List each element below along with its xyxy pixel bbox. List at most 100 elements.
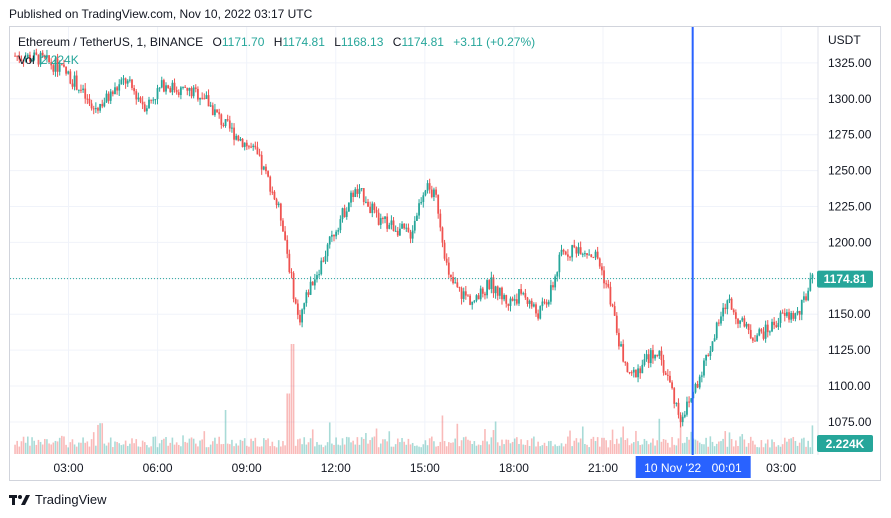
candle-body: [58, 64, 61, 72]
candle-body: [698, 376, 701, 388]
volume-bar: [290, 344, 293, 454]
volume-bar: [756, 447, 758, 454]
volume-bar: [520, 439, 522, 454]
candle-body: [771, 321, 773, 332]
candle-body: [277, 203, 280, 206]
candle-body: [180, 87, 182, 96]
candle-body: [484, 293, 486, 296]
candle-body: [732, 309, 735, 313]
candle-body: [620, 344, 622, 347]
candle-body: [581, 253, 584, 255]
volume-bar: [165, 437, 167, 454]
candle-body: [792, 312, 795, 319]
volume-bar: [448, 442, 450, 454]
volume-bar: [635, 430, 637, 454]
volume-bar: [284, 445, 286, 454]
volume-bar: [101, 423, 104, 454]
volume-bar: [375, 428, 378, 454]
candle-body: [673, 388, 676, 404]
volume-bar: [588, 447, 590, 454]
candle-body: [558, 254, 561, 273]
candle-body: [86, 98, 89, 100]
volume-bar: [505, 439, 508, 454]
candle-body: [467, 295, 469, 297]
volume-bar: [667, 442, 669, 454]
candle-body: [786, 312, 788, 316]
volume-bar: [747, 443, 750, 454]
candle-body: [396, 230, 399, 236]
volume-bar: [684, 442, 686, 454]
candle-body: [607, 284, 610, 287]
candle-body: [805, 296, 807, 301]
volume-bar: [486, 441, 488, 454]
volume-value: 2.224K: [40, 53, 79, 67]
volume-bar: [345, 436, 348, 454]
candle-body: [677, 402, 680, 415]
candle-body: [715, 322, 718, 339]
volume-bar: [441, 415, 444, 454]
candle-body: [31, 59, 33, 62]
candle-body: [54, 58, 57, 72]
volume-bar: [48, 443, 50, 454]
candle-body: [88, 98, 91, 104]
candle-body: [479, 288, 482, 300]
candle-body: [605, 283, 608, 285]
candle-body: [596, 251, 599, 259]
candle-body: [522, 293, 525, 295]
volume-bar: [120, 445, 123, 454]
candle-body: [269, 176, 272, 192]
volume-bar: [369, 440, 371, 454]
candle-body: [354, 189, 357, 197]
volume-bar: [592, 436, 595, 454]
volume-bar: [186, 442, 189, 454]
volume-bar: [798, 442, 801, 454]
volume-bar: [465, 436, 467, 454]
volume-bar: [809, 447, 812, 454]
volume-bar: [677, 438, 680, 454]
candle-body: [339, 219, 342, 231]
candle-body: [762, 331, 765, 339]
volume-bar: [335, 437, 337, 454]
volume-bar: [603, 437, 605, 454]
candle-body: [564, 251, 567, 255]
volume-bar: [324, 445, 327, 454]
candle-body: [437, 194, 440, 214]
volume-bar: [675, 445, 678, 454]
candle-body: [573, 245, 576, 248]
candle-body: [475, 295, 478, 301]
volume-bar: [792, 436, 795, 454]
candle-body: [347, 202, 350, 212]
candle-body: [65, 66, 67, 74]
candle-body: [601, 266, 603, 271]
time-tick-label: 21:00: [588, 461, 618, 475]
candle-body: [63, 64, 65, 67]
volume-bar: [416, 445, 418, 454]
volume-bar: [307, 442, 310, 454]
volume-bar: [613, 444, 616, 454]
volume-bar: [458, 446, 461, 454]
candle-body: [781, 312, 784, 314]
volume-bar: [92, 432, 95, 454]
candle-body: [800, 299, 803, 315]
candle-body: [352, 192, 355, 197]
tradingview-footer[interactable]: TradingView: [9, 492, 107, 507]
candle-body: [162, 80, 165, 92]
candle-body: [367, 201, 369, 207]
volume-bar: [124, 440, 127, 454]
candle-body: [214, 109, 216, 116]
candle-body: [422, 195, 425, 202]
volume-bar: [715, 443, 718, 454]
volume-bar: [333, 444, 335, 454]
candle-body: [796, 310, 799, 314]
candle-body: [69, 71, 72, 84]
volume-bar: [180, 446, 182, 454]
candle-body: [630, 372, 633, 374]
candle-body: [566, 254, 569, 257]
volume-bar: [433, 441, 435, 454]
candle-body: [471, 301, 474, 305]
price-tick-label: 1250.00: [828, 164, 872, 178]
candle-body: [513, 299, 516, 301]
candle-body: [654, 354, 656, 359]
candle-body: [462, 291, 465, 299]
